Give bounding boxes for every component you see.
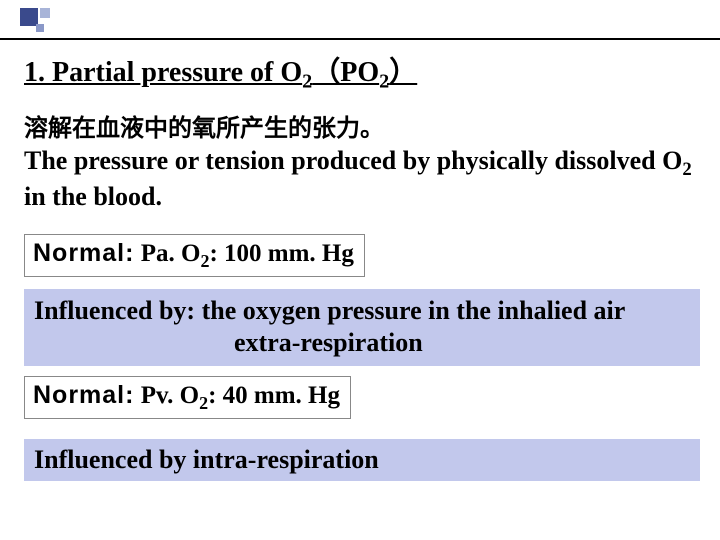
corner-square-small-2 [36, 24, 44, 32]
slide-content: 1. Partial pressure of O2（PO2） 溶解在血液中的氧所… [24, 50, 700, 491]
normal1-value-post: : 100 mm. Hg [209, 240, 353, 267]
normal-box-1: Normal: Pa. O2: 100 mm. Hg [24, 234, 365, 277]
inf2-text: Influenced by intra-respiration [34, 445, 379, 474]
english-definition: The pressure or tension produced by phys… [24, 145, 700, 214]
def-o: O [662, 146, 682, 175]
inf1-line2: extra-respiration [34, 327, 690, 360]
inf1-lead: Influenced by: [34, 296, 202, 325]
slide-heading: 1. Partial pressure of O2（PO2） [24, 50, 700, 94]
corner-square-small-1 [40, 8, 50, 18]
influenced-box-1: Influenced by: the oxygen pressure in th… [24, 289, 700, 366]
corner-decoration [0, 0, 60, 40]
def-sub: 2 [682, 159, 691, 180]
heading-text: 1. Partial pressure of O [24, 57, 302, 88]
influenced-box-2: Influenced by intra-respiration [24, 439, 700, 481]
normal2-label: Normal: [33, 381, 134, 409]
chinese-definition: 溶解在血液中的氧所产生的张力。 [24, 108, 700, 143]
normal1-value-pre: Pa. O [134, 240, 200, 267]
normal2-value-sub: 2 [199, 393, 208, 413]
normal1-label: Normal: [33, 239, 134, 267]
top-divider [0, 38, 720, 40]
def-part1: The pressure or tension produced by phys… [24, 146, 662, 175]
heading-sub1: 2 [302, 71, 312, 93]
normal2-value-pre: Pv. O [134, 382, 199, 409]
heading-paren-open: （PO [312, 57, 379, 88]
heading-paren-close: ） [389, 57, 417, 88]
normal2-value-post: : 40 mm. Hg [208, 382, 340, 409]
heading-sub2: 2 [379, 71, 389, 93]
def-part2: in the blood. [24, 182, 162, 211]
inf1-rest: the oxygen pressure in the inhalied air [202, 296, 626, 325]
normal-box-2: Normal: Pv. O2: 40 mm. Hg [24, 376, 351, 419]
